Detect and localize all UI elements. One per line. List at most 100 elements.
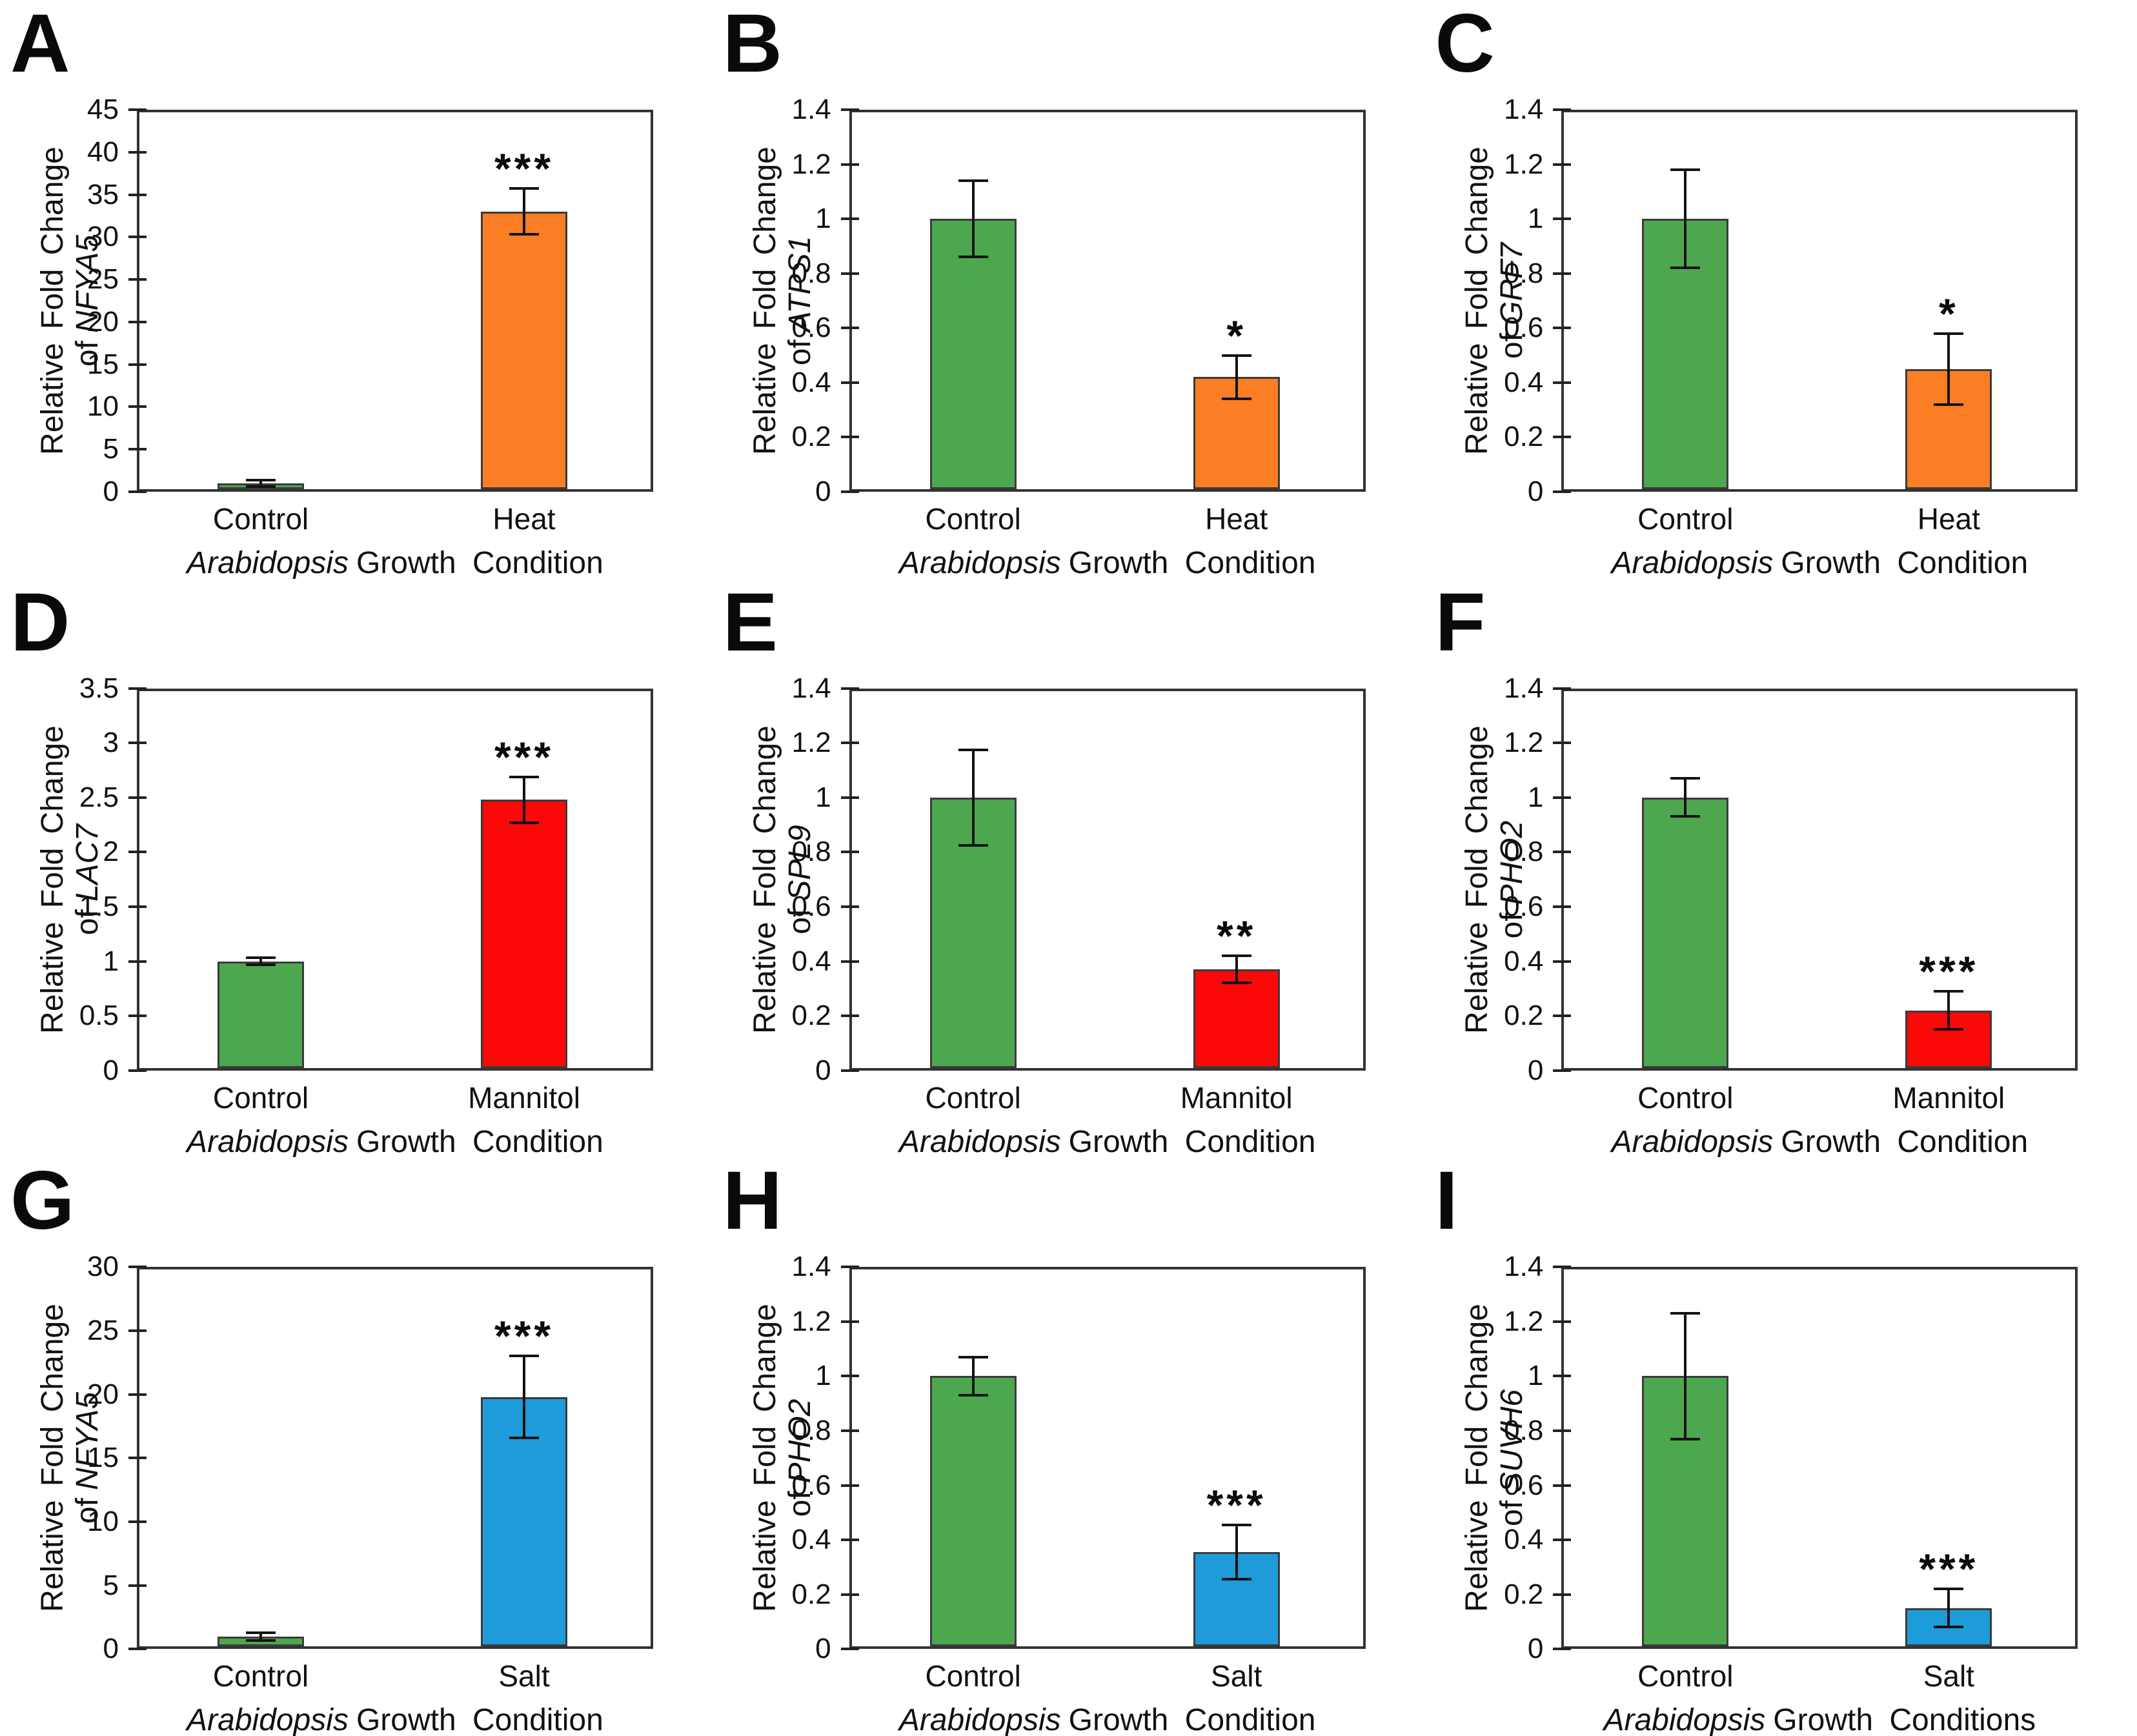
significance-stars: *** xyxy=(494,1312,554,1360)
y-tick-mark xyxy=(128,1069,147,1072)
y-tick-label: 1 xyxy=(103,945,119,977)
y-tick-mark xyxy=(1553,742,1572,745)
y-tick-label: 1.5 xyxy=(79,890,119,922)
error-bar-cap xyxy=(958,1355,988,1358)
y-tick-mark xyxy=(128,851,147,854)
plot-area xyxy=(849,688,1366,1071)
x-tick-label: Control xyxy=(1637,502,1734,536)
error-bar-cap xyxy=(1670,168,1701,172)
y-tick-mark xyxy=(128,236,147,239)
y-tick-label: 35 xyxy=(87,178,119,210)
x-axis-title: Arabidopsis Growth Condition xyxy=(849,1703,1366,1736)
y-tick-label: 1.2 xyxy=(1504,148,1544,180)
significance-stars: ** xyxy=(1216,912,1257,960)
y-tick-mark xyxy=(128,405,147,409)
panel-c: C Relative Fold Change ofGRF7 0 0.2 0.4 0.6 0.… xyxy=(1424,0,2137,579)
y-tick-mark xyxy=(840,163,859,166)
x-axis-title: Arabidopsis Growth Condition xyxy=(137,1125,653,1158)
y-tick-label: 0.2 xyxy=(791,1000,831,1032)
y-tick-mark xyxy=(840,1014,859,1018)
y-tick-mark xyxy=(840,1429,859,1433)
x-axis-title-text: Growth Condition xyxy=(1068,1124,1316,1158)
y-tick-label: 0 xyxy=(103,1054,119,1086)
y-tick-label: 1.2 xyxy=(791,148,831,180)
y-tick-mark xyxy=(840,108,859,111)
panel-letter: G xyxy=(10,1157,75,1247)
y-tick-mark xyxy=(840,1069,859,1072)
y-tick-mark xyxy=(128,905,147,908)
panel-f: F Relative Fold Change ofPHO2 0 0.2 0.4 0.6 0.… xyxy=(1424,579,2137,1158)
genus-name: Arabidopsis xyxy=(898,546,1061,579)
error-bar-cap xyxy=(1221,1578,1251,1581)
error-bar-cap xyxy=(958,748,988,751)
y-tick-mark xyxy=(128,363,147,366)
y-tick-mark xyxy=(1553,905,1572,908)
error-bar-cap xyxy=(246,478,276,481)
y-tick-mark xyxy=(1553,1593,1572,1596)
error-bar xyxy=(259,957,262,965)
y-tick-label: 1.4 xyxy=(791,94,831,125)
y-tick-label: 25 xyxy=(87,1314,119,1346)
y-tick-label: 0.2 xyxy=(1504,1000,1544,1032)
error-bar-cap xyxy=(1221,982,1251,985)
genus-name: Arabidopsis xyxy=(898,1703,1061,1736)
error-bar-cap xyxy=(1670,815,1701,818)
y-tick-mark xyxy=(1553,687,1572,690)
y-tick-label: 30 xyxy=(87,221,119,253)
bar-heat xyxy=(481,211,567,489)
error-bar xyxy=(523,188,525,235)
y-tick-label: 0.6 xyxy=(1504,890,1544,922)
error-bar xyxy=(259,479,262,487)
error-bar xyxy=(523,1356,525,1438)
y-tick-mark xyxy=(840,436,859,439)
error-bar-cap xyxy=(1934,1028,1964,1031)
significance-stars: *** xyxy=(1919,947,1979,996)
x-axis-title: Arabidopsis Growth Conditions xyxy=(1561,1703,2078,1736)
x-tick-label: Control xyxy=(1637,1080,1734,1115)
y-tick-label: 0.8 xyxy=(1504,257,1544,289)
y-tick-mark xyxy=(840,1320,859,1323)
error-bar xyxy=(1684,170,1687,268)
y-tick-label: 0.5 xyxy=(79,1000,119,1032)
error-bar xyxy=(971,1357,975,1396)
x-axis-title: Arabidopsis Growth Condition xyxy=(137,1703,653,1736)
y-tick-mark xyxy=(840,1539,859,1542)
y-tick-label: 0 xyxy=(1527,476,1544,507)
y-tick-label: 15 xyxy=(87,1442,119,1474)
y-tick-mark xyxy=(1553,1069,1572,1072)
y-tick-mark xyxy=(128,448,147,451)
error-bar xyxy=(259,1632,262,1640)
panel-g: G Relative Fold Change ofNFYA5 0 5 10 15 20 25 3… xyxy=(0,1157,713,1736)
y-tick-mark xyxy=(128,278,147,281)
x-axis-title-text: Growth Condition xyxy=(1781,1124,2029,1158)
y-tick-label: 3 xyxy=(103,727,119,759)
bar-control xyxy=(1642,797,1729,1068)
panel-letter: D xyxy=(10,578,70,669)
panel-i: I Relative Fold Change ofSUVH6 0 0.2 0.4 0.6 0… xyxy=(1424,1157,2137,1736)
y-tick-label: 40 xyxy=(87,136,119,168)
y-tick-label: 1 xyxy=(815,781,831,813)
error-bar-cap xyxy=(246,964,276,967)
error-bar-cap xyxy=(958,256,988,259)
y-tick-label: 1 xyxy=(1527,781,1544,813)
error-bar-cap xyxy=(509,775,539,778)
y-tick-label: 5 xyxy=(103,1569,119,1601)
error-bar-cap xyxy=(1670,777,1701,780)
plot-area xyxy=(1561,1267,2078,1650)
error-bar xyxy=(1947,333,1950,405)
y-tick-mark xyxy=(840,1375,859,1378)
y-tick-mark xyxy=(128,320,147,323)
panel-d: D Relative Fold Change ofLAC7 0 0.5 1 1.5 2 2.5… xyxy=(0,578,713,1158)
y-tick-label: 0.2 xyxy=(791,421,831,453)
y-tick-mark xyxy=(1553,851,1572,854)
error-bar-cap xyxy=(509,1436,539,1439)
error-bar-cap xyxy=(1934,990,1964,993)
y-tick-mark xyxy=(840,905,859,908)
y-tick-mark xyxy=(840,217,859,221)
panel-letter: E xyxy=(722,578,778,669)
error-bar-cap xyxy=(1221,954,1251,958)
error-bar-cap xyxy=(1670,1437,1701,1440)
x-tick-label: Heat xyxy=(1917,502,1980,536)
x-tick-label: Control xyxy=(925,1080,1021,1115)
x-tick-label: Salt xyxy=(1211,1659,1262,1693)
